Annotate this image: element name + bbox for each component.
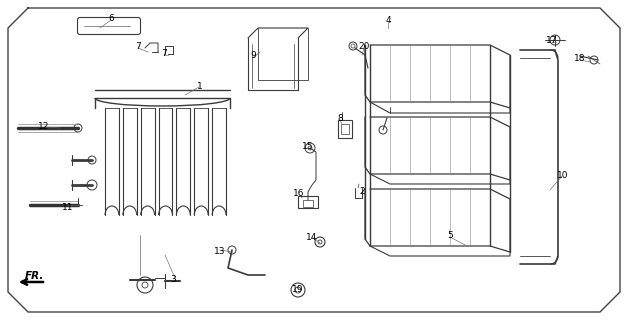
Text: 2: 2 [359,188,365,196]
Text: 9: 9 [250,51,256,60]
Text: 11: 11 [62,203,73,212]
Text: 16: 16 [293,189,305,198]
Text: 4: 4 [385,15,391,25]
Text: 8: 8 [337,114,343,123]
Text: FR.: FR. [24,271,44,281]
Bar [298,196,318,208]
Text: 6: 6 [108,13,114,22]
Text: 3: 3 [170,276,176,284]
Text: 7: 7 [161,49,167,58]
Text: 18: 18 [574,53,586,62]
Bar [341,124,349,134]
Text: 20: 20 [359,42,370,51]
Text: 15: 15 [302,141,314,150]
Text: 12: 12 [38,122,50,131]
Text: 17: 17 [546,36,558,44]
Bar [303,200,313,207]
Text: 14: 14 [306,234,318,243]
Text: 5: 5 [447,230,453,239]
Text: 19: 19 [292,285,304,294]
Text: 1: 1 [197,82,203,91]
Text: 7: 7 [135,42,141,51]
Text: 13: 13 [214,247,225,257]
Bar [338,120,352,138]
Text: 10: 10 [557,171,569,180]
